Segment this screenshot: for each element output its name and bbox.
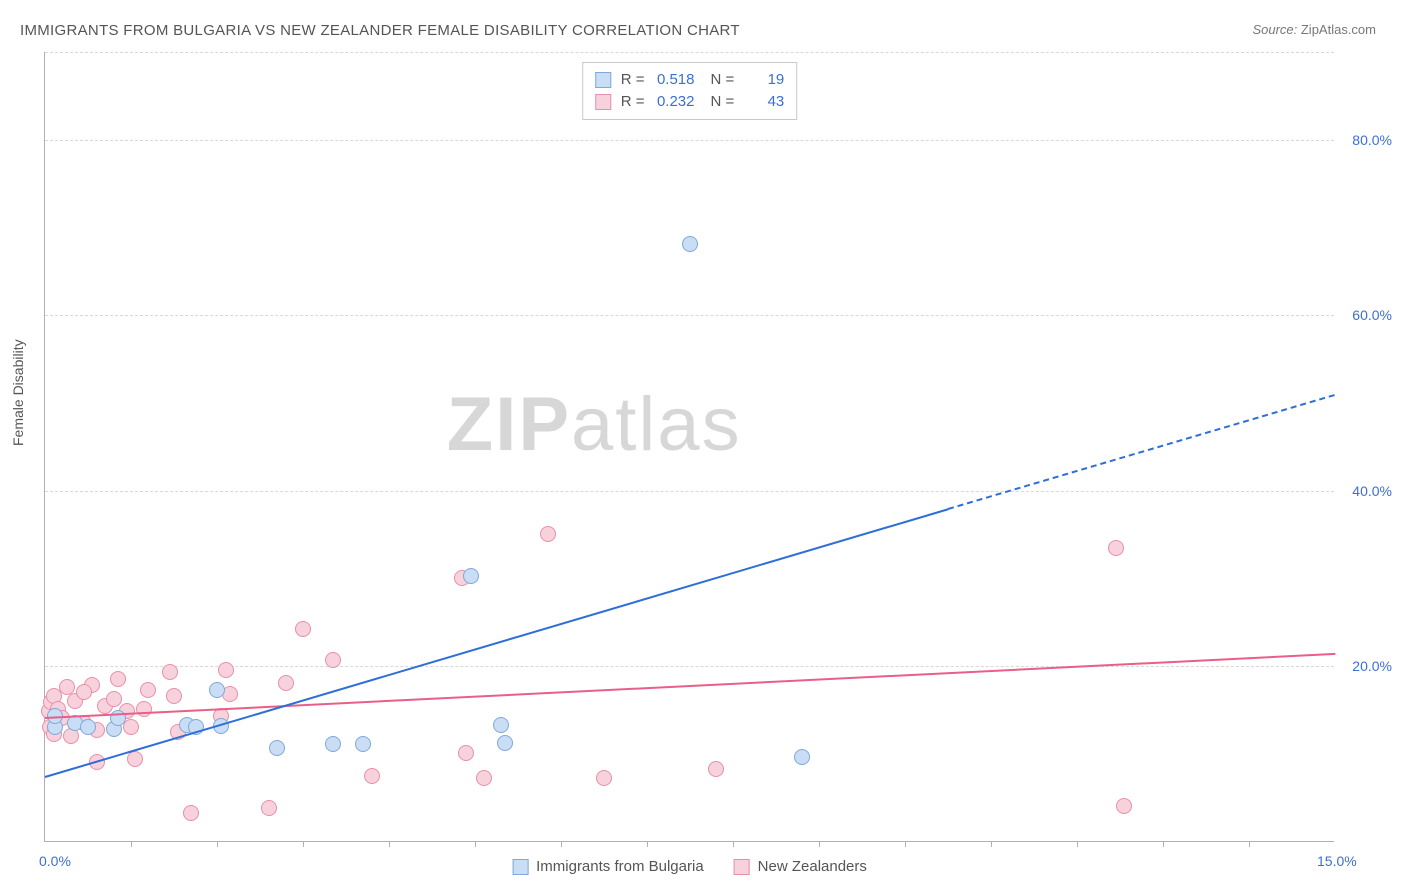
data-point bbox=[209, 682, 225, 698]
x-tick bbox=[1163, 841, 1164, 847]
legend-r-value: 0.518 bbox=[651, 69, 695, 91]
watermark-rest: atlas bbox=[571, 382, 742, 467]
legend-series-label: Immigrants from Bulgaria bbox=[536, 858, 704, 875]
data-point bbox=[261, 800, 277, 816]
gridline bbox=[45, 52, 1334, 53]
data-point bbox=[106, 691, 122, 707]
data-point bbox=[325, 736, 341, 752]
legend-swatch bbox=[734, 859, 750, 875]
legend-r-label: R = bbox=[621, 91, 645, 113]
chart-plot-area: ZIPatlas R =0.518N =19R =0.232N =43 Immi… bbox=[44, 52, 1334, 842]
y-axis-title: Female Disability bbox=[10, 339, 26, 446]
data-point bbox=[110, 671, 126, 687]
watermark: ZIPatlas bbox=[447, 381, 742, 468]
x-tick bbox=[1077, 841, 1078, 847]
data-point bbox=[708, 761, 724, 777]
data-point bbox=[80, 719, 96, 735]
y-tick-label: 40.0% bbox=[1352, 483, 1392, 499]
x-tick bbox=[991, 841, 992, 847]
source-prefix: Source: bbox=[1252, 22, 1300, 37]
x-axis-max-label: 15.0% bbox=[1317, 853, 1357, 869]
y-tick-label: 60.0% bbox=[1352, 307, 1392, 323]
series-legend: Immigrants from Bulgaria New Zealanders bbox=[512, 858, 867, 875]
data-point bbox=[76, 684, 92, 700]
data-point bbox=[278, 675, 294, 691]
data-point bbox=[269, 740, 285, 756]
data-point bbox=[497, 735, 513, 751]
legend-swatch bbox=[595, 72, 611, 88]
trend-line bbox=[45, 653, 1335, 719]
data-point bbox=[458, 745, 474, 761]
x-tick bbox=[1249, 841, 1250, 847]
x-tick bbox=[475, 841, 476, 847]
data-point bbox=[295, 621, 311, 637]
legend-n-label: N = bbox=[711, 91, 735, 113]
data-point bbox=[493, 717, 509, 733]
legend-swatch bbox=[595, 94, 611, 110]
legend-series-item: New Zealanders bbox=[734, 858, 867, 875]
x-tick bbox=[819, 841, 820, 847]
legend-n-value: 43 bbox=[740, 91, 784, 113]
legend-series-label: New Zealanders bbox=[758, 858, 867, 875]
y-tick-label: 80.0% bbox=[1352, 132, 1392, 148]
data-point bbox=[463, 568, 479, 584]
legend-series-item: Immigrants from Bulgaria bbox=[512, 858, 704, 875]
data-point bbox=[218, 662, 234, 678]
data-point bbox=[127, 751, 143, 767]
data-point bbox=[325, 652, 341, 668]
watermark-zip: ZIP bbox=[447, 382, 571, 467]
source-name: ZipAtlas.com bbox=[1301, 22, 1376, 37]
data-point bbox=[166, 688, 182, 704]
data-point bbox=[476, 770, 492, 786]
legend-r-label: R = bbox=[621, 69, 645, 91]
data-point bbox=[682, 236, 698, 252]
x-tick bbox=[733, 841, 734, 847]
x-tick bbox=[217, 841, 218, 847]
data-point bbox=[183, 805, 199, 821]
x-tick bbox=[905, 841, 906, 847]
x-tick bbox=[131, 841, 132, 847]
y-tick-label: 20.0% bbox=[1352, 658, 1392, 674]
chart-title: IMMIGRANTS FROM BULGARIA VS NEW ZEALANDE… bbox=[20, 22, 740, 39]
legend-stat-row: R = 0.518 N =19 bbox=[595, 69, 785, 91]
data-point bbox=[140, 682, 156, 698]
legend-n-label: N = bbox=[711, 69, 735, 91]
gridline bbox=[45, 315, 1334, 316]
legend-n-value: 19 bbox=[740, 69, 784, 91]
gridline bbox=[45, 140, 1334, 141]
source-attribution: Source: ZipAtlas.com bbox=[1252, 22, 1376, 37]
gridline bbox=[45, 491, 1334, 492]
data-point bbox=[355, 736, 371, 752]
data-point bbox=[162, 664, 178, 680]
x-tick bbox=[389, 841, 390, 847]
data-point bbox=[364, 768, 380, 784]
trend-line-extrapolated bbox=[948, 394, 1336, 510]
legend-swatch bbox=[512, 859, 528, 875]
data-point bbox=[136, 701, 152, 717]
x-tick bbox=[303, 841, 304, 847]
data-point bbox=[1108, 540, 1124, 556]
data-point bbox=[596, 770, 612, 786]
x-tick bbox=[561, 841, 562, 847]
legend-stat-row: R = 0.232 N =43 bbox=[595, 91, 785, 113]
x-axis-min-label: 0.0% bbox=[39, 853, 71, 869]
data-point bbox=[794, 749, 810, 765]
x-tick bbox=[647, 841, 648, 847]
correlation-legend: R = 0.518 N =19 R = 0.232 N =43 bbox=[582, 62, 798, 120]
legend-r-value: 0.232 bbox=[651, 91, 695, 113]
gridline bbox=[45, 666, 1334, 667]
trend-line bbox=[45, 508, 949, 778]
data-point bbox=[540, 526, 556, 542]
data-point bbox=[1116, 798, 1132, 814]
